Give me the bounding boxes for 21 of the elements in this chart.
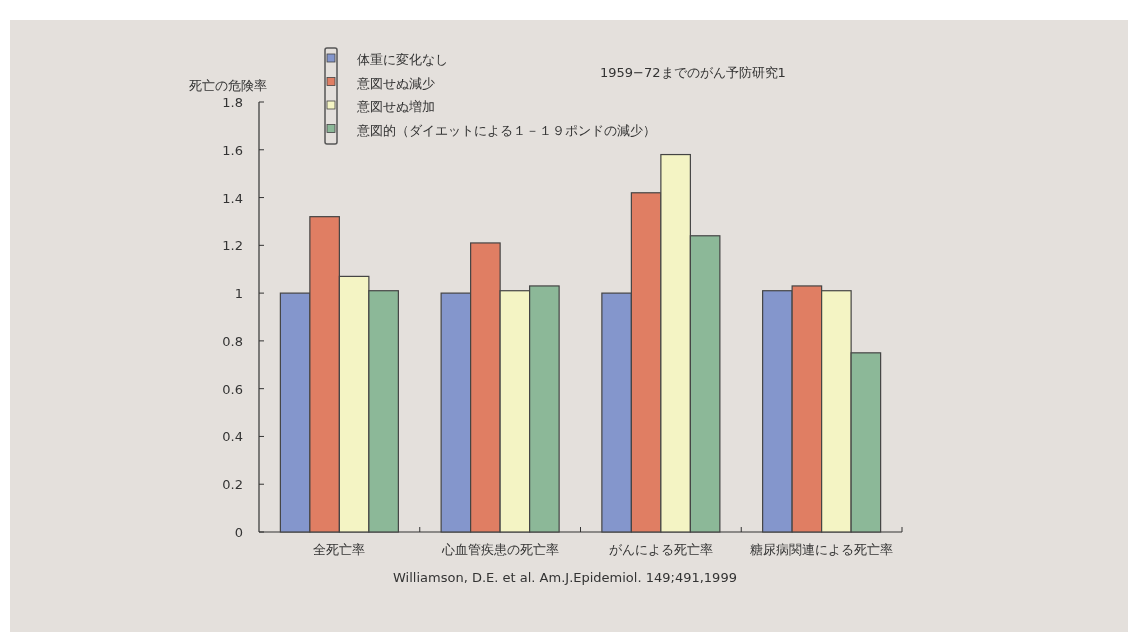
legend-label: 意図的（ダイエットによる１－１９ポンドの減少） xyxy=(356,122,656,138)
x-tick-label: がんによる死亡率 xyxy=(608,542,713,557)
y-tick-label: 0 xyxy=(234,525,243,540)
y-tick-label: 1 xyxy=(234,286,243,302)
text: 1959−72までのがん予防研究1 xyxy=(600,65,786,80)
legend-label: 意図せぬ減少 xyxy=(356,75,435,91)
y-tick-label: 0.2 xyxy=(222,477,243,493)
y-axis-title: 死亡の危険率 xyxy=(189,78,267,93)
legend-label: 意図せぬ増加 xyxy=(356,99,435,114)
y-tick-label: 0.6 xyxy=(222,381,243,397)
y-tick-label: 1.8 xyxy=(222,95,243,110)
x-tick-label: 糖尿病関連による死亡率 xyxy=(750,542,894,557)
y-tick-label: 1.2 xyxy=(222,238,243,254)
y-tick-label: 1.6 xyxy=(222,142,243,158)
y-tick-label: 0.8 xyxy=(222,333,243,349)
text: Williamson, D.E. et al. Am.J.Epidemiol. 149;491,1999 xyxy=(393,570,737,585)
x-tick-label: 心血管疾患の死亡率 xyxy=(440,542,559,557)
legend-label: 体重に変化なし xyxy=(357,52,448,67)
x-tick-label: 全死亡率 xyxy=(313,542,366,557)
y-tick-label: 0.4 xyxy=(222,429,243,445)
y-tick-label: 1.4 xyxy=(222,190,243,206)
